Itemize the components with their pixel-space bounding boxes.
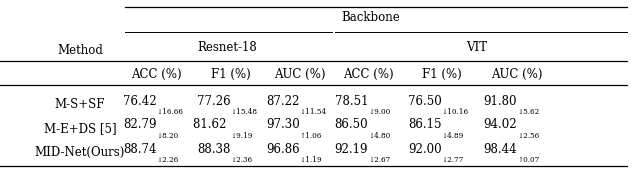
Text: 76.50: 76.50: [408, 95, 442, 108]
Text: 77.26: 77.26: [196, 95, 230, 108]
Text: 82.79: 82.79: [124, 118, 157, 131]
Text: ↓2.56: ↓2.56: [517, 132, 540, 140]
Text: 76.42: 76.42: [123, 95, 157, 108]
Text: 87.22: 87.22: [266, 95, 300, 108]
Text: ↓9.19: ↓9.19: [230, 132, 253, 140]
Text: ↓15.48: ↓15.48: [230, 108, 257, 116]
Text: 91.80: 91.80: [484, 95, 517, 108]
Text: ↓10.16: ↓10.16: [442, 108, 468, 116]
Text: ↓2.67: ↓2.67: [368, 156, 390, 164]
Text: M-S+SF: M-S+SF: [55, 98, 105, 111]
Text: ↓16.66: ↓16.66: [157, 108, 184, 116]
Text: ↓8.20: ↓8.20: [157, 132, 179, 140]
Text: ↑0.07: ↑0.07: [517, 156, 540, 164]
Text: AUC (%): AUC (%): [492, 68, 543, 81]
Text: ↓2.36: ↓2.36: [230, 156, 253, 164]
Text: ↓5.62: ↓5.62: [517, 108, 540, 116]
Text: ↑1.06: ↑1.06: [300, 132, 322, 140]
Text: Backbone: Backbone: [342, 11, 401, 24]
Text: 88.74: 88.74: [124, 143, 157, 156]
Text: ↓2.26: ↓2.26: [157, 156, 179, 164]
Text: 94.02: 94.02: [483, 118, 517, 131]
Text: VIT: VIT: [466, 41, 488, 54]
Text: 98.44: 98.44: [483, 143, 517, 156]
Text: ↓9.00: ↓9.00: [368, 108, 390, 116]
Text: 78.51: 78.51: [335, 95, 368, 108]
Text: F1 (%): F1 (%): [211, 68, 250, 81]
Text: ↓1.19: ↓1.19: [300, 156, 322, 164]
Text: ACC (%): ACC (%): [342, 68, 394, 81]
Text: 81.62: 81.62: [193, 118, 230, 131]
Text: ↓11.54: ↓11.54: [300, 108, 326, 116]
Text: F1 (%): F1 (%): [422, 68, 461, 81]
Text: M-E+DS [5]: M-E+DS [5]: [44, 122, 116, 135]
Text: ↓4.80: ↓4.80: [368, 132, 390, 140]
Text: 92.00: 92.00: [408, 143, 442, 156]
Text: ACC (%): ACC (%): [131, 68, 182, 81]
Text: Method: Method: [57, 44, 103, 57]
Text: ↓4.89: ↓4.89: [442, 132, 464, 140]
Text: Resnet-18: Resnet-18: [197, 41, 257, 54]
Text: 92.19: 92.19: [335, 143, 368, 156]
Text: 96.86: 96.86: [266, 143, 300, 156]
Text: 97.30: 97.30: [266, 118, 300, 131]
Text: 88.38: 88.38: [197, 143, 230, 156]
Text: ↓2.77: ↓2.77: [442, 156, 464, 164]
Text: 86.15: 86.15: [408, 118, 442, 131]
Text: MID-Net(Ours): MID-Net(Ours): [35, 147, 125, 159]
Text: AUC (%): AUC (%): [274, 68, 325, 81]
Text: 86.50: 86.50: [334, 118, 368, 131]
